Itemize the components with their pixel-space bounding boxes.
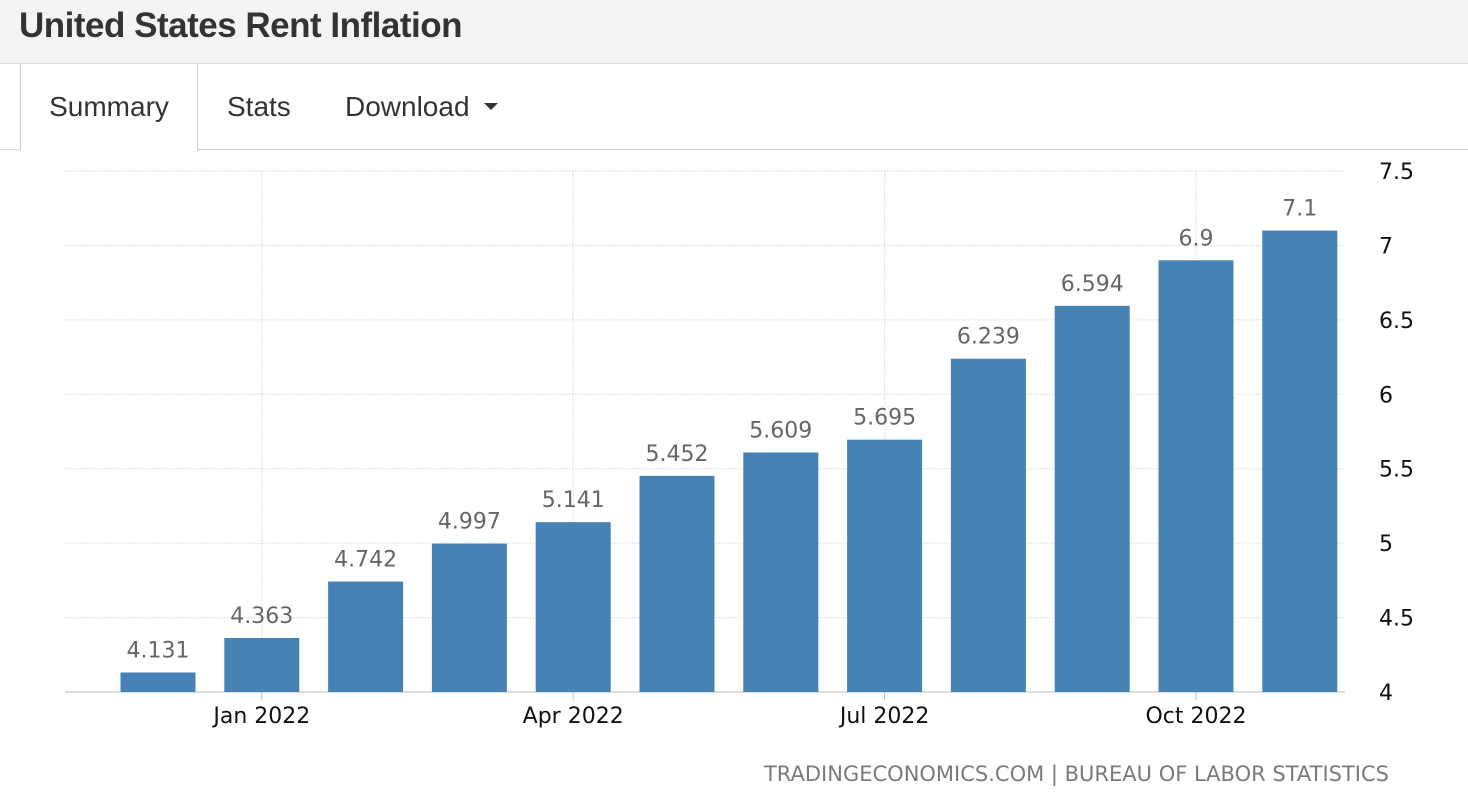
bar-value-label: 6.239 [957,325,1020,350]
bar-chart: 4.131 4.363 4.742 4.997 5.141 5.452 5.609 5.695… [65,160,1414,729]
tab-stats-label: Stats [227,91,291,122]
tab-summary[interactable]: Summary [20,64,198,151]
bar-value-label: 5.141 [542,488,605,513]
value-labels: 4.131 4.363 4.742 4.997 5.141 5.452 5.609 5.695… [127,197,1318,664]
bar-value-label: 5.452 [646,442,709,467]
bar[interactable] [1262,230,1338,692]
bar-value-label: 6.594 [1061,272,1124,297]
bar[interactable] [1158,260,1234,692]
source-attribution: TRADINGECONOMICS.COM | BUREAU OF LABOR S… [763,762,1389,786]
bar-value-label: 4.363 [230,604,293,629]
page-header: United States Rent Inflation [0,0,1468,64]
bar[interactable] [1054,305,1130,692]
bar-value-label: 6.9 [1179,226,1214,251]
x-axis: Jan 2022 Apr 2022 Jul 2022 Oct 2022 [211,692,1247,729]
bar-value-label: 4.131 [127,638,190,663]
bar-value-label: 4.997 [438,510,501,535]
y-tick-label: 7.5 [1379,160,1414,185]
bar[interactable] [743,452,819,692]
page-title: United States Rent Inflation [19,6,462,45]
bars [120,230,1338,692]
x-tick-label: Apr 2022 [523,704,624,729]
panel-edge [0,64,20,150]
bar[interactable] [535,522,611,692]
y-tick-label: 5 [1379,532,1393,557]
bar[interactable] [847,439,923,692]
bar[interactable] [120,672,196,692]
bar[interactable] [328,581,404,692]
y-axis: 4 4.5 5 5.5 6 6.5 7 7.5 [1379,160,1414,706]
bar[interactable] [224,637,300,692]
tab-download-label: Download [345,91,470,122]
tab-summary-label: Summary [49,91,169,122]
bar-value-label: 4.742 [334,548,397,573]
x-tick-label: Jan 2022 [211,704,310,729]
bar-value-label: 5.609 [749,418,812,443]
bar[interactable] [639,475,715,692]
bar[interactable] [431,543,507,692]
y-tick-label: 6.5 [1379,309,1414,334]
y-tick-label: 5.5 [1379,458,1414,483]
tab-download[interactable]: Download [345,64,498,150]
tab-stats[interactable]: Stats [227,64,291,150]
bar-value-label: 5.695 [853,406,916,431]
caret-down-icon [483,103,498,111]
tab-bar: Summary Stats Download [20,64,1468,151]
x-tick-label: Oct 2022 [1145,704,1246,729]
y-tick-label: 4.5 [1379,607,1414,632]
bar-value-label: 7.1 [1282,197,1317,222]
y-tick-label: 7 [1379,234,1393,259]
x-tick-label: Jul 2022 [838,704,930,729]
y-tick-label: 4 [1379,681,1393,706]
y-tick-label: 6 [1379,383,1393,408]
bar[interactable] [950,358,1026,692]
